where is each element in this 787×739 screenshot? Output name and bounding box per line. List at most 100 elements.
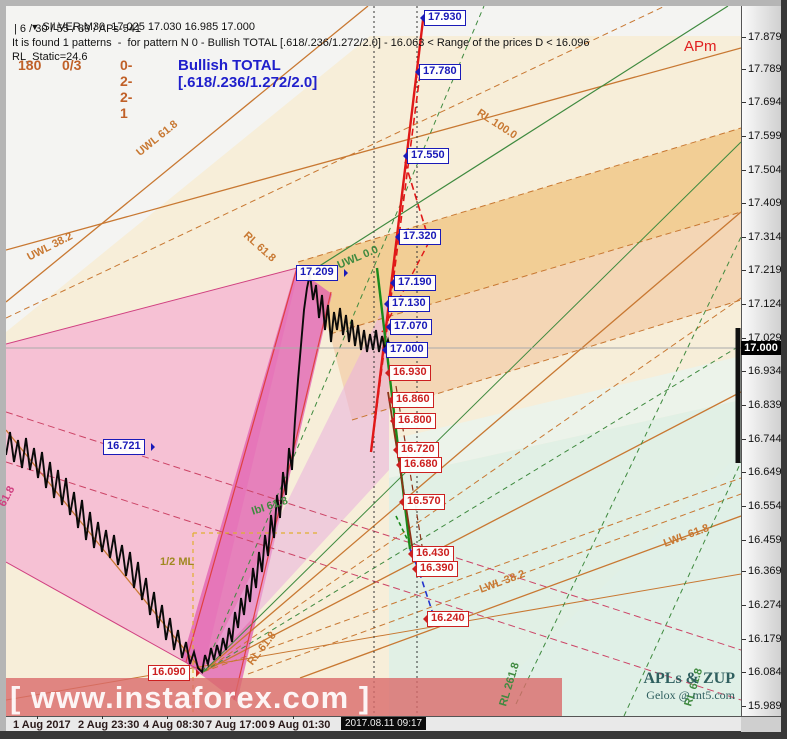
trend-line[interactable] <box>6 267 298 345</box>
price-level-label[interactable]: 16.860 <box>392 392 434 408</box>
axis-tick-mark <box>742 68 746 70</box>
trend-line[interactable] <box>297 127 741 263</box>
trend-line[interactable] <box>351 299 741 421</box>
axis-tick-mark <box>742 371 746 373</box>
axis-tick-mark <box>742 638 746 640</box>
trend-line[interactable] <box>6 561 204 673</box>
label-anchor-icon <box>378 346 386 354</box>
trend-line[interactable] <box>395 515 412 548</box>
price-axis-tick: 16.459 <box>748 533 782 546</box>
price-axis-tick: 16.649 <box>748 466 782 479</box>
axis-tick-mark <box>742 169 746 171</box>
brand-author: Gelox @ mt5.com <box>646 688 735 702</box>
axis-tick-mark <box>742 605 746 606</box>
time-tick-mark <box>293 716 294 719</box>
price-level-label[interactable]: 17.209 <box>296 265 338 281</box>
axis-tick-mark <box>742 236 746 238</box>
trend-line[interactable] <box>309 6 729 273</box>
trend-line[interactable] <box>233 291 332 701</box>
time-axis-label: 2 Aug 23:30 <box>78 719 140 731</box>
axis-tick-mark <box>742 337 746 339</box>
axis-tick-mark <box>742 270 746 272</box>
symbol-ohlc-text: SILVER,M30 17.025 17.030 16.985 17.000 <box>39 21 255 33</box>
time-axis-label: 4 Aug 08:30 <box>143 719 205 731</box>
trend-line[interactable] <box>202 344 741 673</box>
price-level-label[interactable]: 17.070 <box>390 319 432 335</box>
label-anchor-icon <box>392 461 400 469</box>
label-anchor-icon <box>419 615 427 623</box>
trend-line[interactable] <box>202 141 741 673</box>
instaforex-watermark: [ www.instaforex.com ] <box>10 680 371 715</box>
price-axis-tick: 17.879 <box>748 30 782 43</box>
trend-line[interactable] <box>247 493 741 675</box>
price-axis-tick: 17.409 <box>748 197 782 210</box>
time-tick-mark <box>102 716 103 719</box>
trend-line[interactable] <box>6 6 666 319</box>
periods-line: | 6 / 30 / 55 / 89 / APs-541 <box>14 23 141 35</box>
price-axis[interactable] <box>741 6 782 731</box>
axis-tick-mark <box>742 472 746 474</box>
axis-tick-mark <box>742 571 746 573</box>
zone-polygon <box>330 212 741 420</box>
axis-corner <box>741 716 781 732</box>
zone-polygon <box>182 268 332 702</box>
price-axis-tick: 17.124 <box>748 298 782 311</box>
label-anchor-icon <box>395 498 403 506</box>
axis-tick-mark <box>742 505 746 507</box>
trend-line[interactable] <box>185 267 298 663</box>
price-axis-tick: 16.554 <box>748 499 782 512</box>
price-axis-tick: 17.504 <box>748 163 782 176</box>
axis-tick-mark <box>742 203 746 205</box>
trend-line[interactable] <box>202 6 485 673</box>
symbol-expander-icon[interactable]: ▼ <box>30 22 40 32</box>
label-anchor-icon <box>381 369 389 377</box>
trend-line[interactable] <box>6 47 741 251</box>
trend-line[interactable] <box>623 461 741 716</box>
trendline-name-label: 1/2 ML <box>160 556 195 568</box>
label-anchor-icon <box>380 300 388 308</box>
axis-tick-mark <box>742 672 746 674</box>
axis-tick-mark <box>742 102 746 104</box>
price-series <box>6 273 391 674</box>
current-price-tag: 17.000 <box>741 341 781 355</box>
price-level-label[interactable]: 16.680 <box>400 457 442 473</box>
axis-tick-mark <box>742 438 746 440</box>
trend-line[interactable] <box>202 477 741 673</box>
label-anchor-icon <box>408 565 416 573</box>
label-anchor-icon <box>404 550 412 558</box>
trend-line[interactable] <box>370 73 421 453</box>
price-level-label[interactable]: 16.430 <box>412 546 454 562</box>
price-level-label[interactable]: 17.780 <box>419 64 461 80</box>
trend-line[interactable] <box>404 161 430 241</box>
price-level-label[interactable]: 17.550 <box>407 148 449 164</box>
price-level-label[interactable]: 17.000 <box>386 342 428 358</box>
price-axis-tick: 16.084 <box>748 666 782 679</box>
price-level-label[interactable]: 17.320 <box>399 229 441 245</box>
time-axis-label: 7 Aug 17:00 <box>206 719 268 731</box>
price-level-label[interactable]: 16.721 <box>103 439 145 455</box>
price-level-label[interactable]: 16.930 <box>389 365 431 381</box>
price-axis-tick: 16.274 <box>748 599 782 611</box>
price-axis-tick: 17.599 <box>748 129 782 142</box>
apm-label: APm <box>684 38 717 55</box>
price-level-label[interactable]: 16.800 <box>394 413 436 429</box>
label-anchor-icon <box>386 279 394 287</box>
window-border-bottom <box>0 731 787 739</box>
price-level-label[interactable]: 16.720 <box>397 442 439 458</box>
price-level-label[interactable]: 17.190 <box>394 275 436 291</box>
price-axis-tick: 16.744 <box>748 432 782 445</box>
price-level-label[interactable]: 16.090 <box>148 665 190 681</box>
label-anchor-icon <box>411 68 419 76</box>
price-level-label[interactable]: 16.390 <box>416 561 458 577</box>
trend-line[interactable] <box>329 211 741 335</box>
price-level-label[interactable]: 16.570 <box>403 494 445 510</box>
trend-line[interactable] <box>202 211 741 673</box>
price-level-label[interactable]: 17.930 <box>424 10 466 26</box>
time-axis-label: 9 Aug 01:30 <box>269 719 331 731</box>
price-level-label[interactable]: 17.130 <box>388 296 430 312</box>
label-anchor-icon <box>416 14 424 22</box>
trend-line[interactable] <box>202 391 741 673</box>
trend-line[interactable] <box>6 6 369 303</box>
price-level-label[interactable]: 16.240 <box>427 611 469 627</box>
price-axis-tick: 17.219 <box>748 264 782 277</box>
